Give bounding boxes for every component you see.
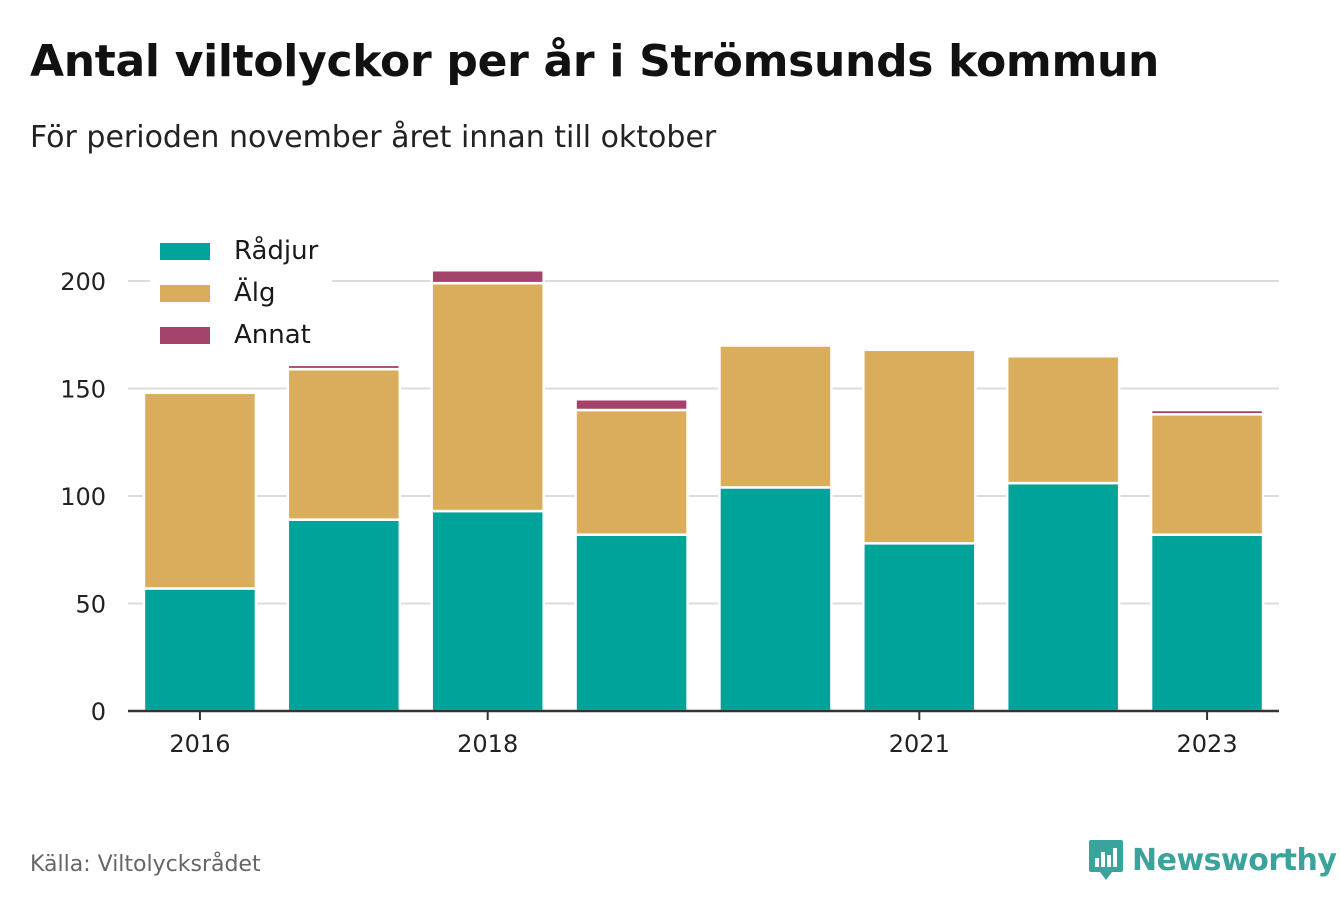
bar-alg-2023	[1149, 413, 1265, 536]
x-tick-label: 2018	[457, 730, 518, 758]
bar-radjur-2023	[1149, 533, 1265, 713]
legend: Rådjur Älg Annat	[150, 226, 333, 360]
bar-radjur-2021	[862, 542, 977, 713]
y-tick-label: 50	[75, 591, 106, 619]
source-note: Källa: Viltolycksrådet	[30, 852, 261, 877]
bar-alg-2016	[142, 391, 258, 590]
newsworthy-logo-icon	[1089, 840, 1123, 880]
x-tick-label: 2021	[889, 730, 950, 758]
bar-radjur-2020	[718, 486, 833, 713]
brand-name: Newsworthy	[1132, 842, 1337, 878]
legend-swatch-radjur	[160, 242, 210, 260]
chart-title: Antal viltolyckor per år i Strömsunds ko…	[30, 36, 1160, 87]
legend-label-radjur: Rådjur	[234, 236, 319, 266]
y-tick-label: 0	[91, 698, 106, 726]
bar-annat-2017	[286, 363, 402, 371]
legend-item-radjur: Rådjur	[160, 230, 318, 272]
y-tick-label: 200	[60, 268, 106, 296]
brand-logo[interactable]: Newsworthy	[1088, 838, 1337, 882]
y-tick-label: 150	[60, 376, 106, 404]
chart-subtitle: För perioden november året innan till ok…	[30, 120, 717, 155]
bar-radjur-2017	[286, 518, 402, 713]
x-tick-label: 2016	[169, 730, 230, 758]
bar-alg-2018	[430, 281, 545, 513]
axes: 0 50 100 150 200 2016 2018 2021 2023	[60, 268, 1279, 758]
legend-swatch-alg	[160, 284, 210, 302]
bar-radjur-2018	[430, 509, 545, 713]
bar-annat-2018	[430, 269, 545, 285]
bar-alg-2020	[718, 344, 833, 489]
bar-radjur-2016	[142, 587, 258, 713]
bar-radjur-2019	[574, 533, 689, 713]
bar-radjur-2022	[1005, 481, 1121, 713]
bar-alg-2021	[862, 348, 977, 545]
legend-item-alg: Älg	[160, 272, 318, 314]
bar-annat-2019	[574, 398, 689, 412]
y-tick-label: 100	[60, 483, 106, 511]
legend-label-annat: Annat	[234, 320, 311, 350]
legend-item-annat: Annat	[160, 314, 318, 356]
bar-annat-2023	[1149, 408, 1265, 416]
x-tick-label: 2023	[1177, 730, 1238, 758]
bar-alg-2022	[1005, 355, 1121, 485]
bar-alg-2017	[286, 367, 402, 521]
legend-label-alg: Älg	[234, 278, 276, 308]
bar-alg-2019	[574, 408, 689, 536]
legend-swatch-annat	[160, 326, 210, 344]
